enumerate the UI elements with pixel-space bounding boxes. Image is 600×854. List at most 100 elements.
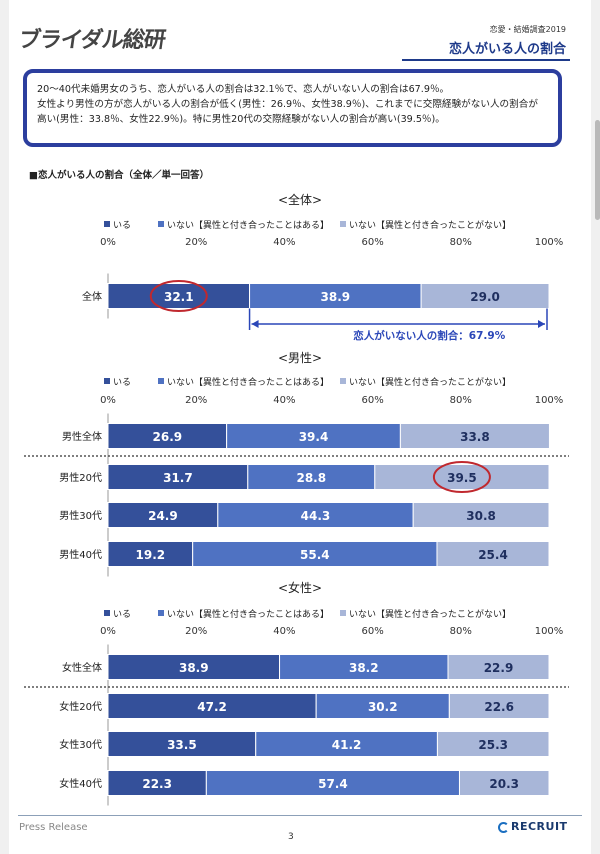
bar-segment [107, 770, 207, 796]
legend-swatch [104, 610, 110, 616]
category-label: 全体 [82, 290, 102, 303]
legend-swatch [104, 378, 110, 384]
tick-label: 80% [450, 395, 472, 406]
data-label: 41.2 [332, 738, 362, 752]
data-label: 33.5 [167, 738, 197, 752]
footer-rule [18, 815, 582, 816]
recruit-logo-text: RECRUIT [511, 820, 568, 833]
bar-segment [247, 464, 376, 490]
bar-segment [107, 423, 228, 449]
tick-label: 60% [361, 395, 383, 406]
legend-label: いない【異性と付き合ったことはある】 [167, 608, 329, 620]
category-label: 男性全体 [62, 430, 102, 443]
bar-segment [279, 654, 449, 680]
bar-segment [315, 693, 450, 719]
scrollbar[interactable] [595, 120, 600, 220]
tick-label: 20% [185, 237, 207, 248]
chart-title: <女性> [278, 580, 322, 595]
title-underline [402, 59, 570, 61]
tick-label: 20% [185, 395, 207, 406]
legend-label: いる [113, 609, 131, 620]
data-label: 26.9 [153, 430, 183, 444]
data-label: 38.2 [349, 661, 379, 675]
bar-segment [107, 541, 194, 567]
tick-label: 60% [361, 237, 383, 248]
data-label: 28.8 [296, 471, 326, 485]
chart-title: <男性> [278, 351, 322, 365]
legend-swatch [104, 221, 110, 227]
summary-line: 高い(男性：33.8％、女性22.9％)。特に男性20代の交際経験がない人の割合… [37, 114, 445, 125]
chart-title: <全体> [278, 192, 322, 207]
highlight-circle [149, 280, 208, 312]
category-label: 女性全体 [62, 661, 102, 674]
survey-name: 恋愛・結婚調査2019 [489, 25, 566, 34]
bar-segment [217, 502, 414, 528]
bar-segment [436, 541, 550, 567]
bar-segment [448, 693, 550, 719]
data-label: 30.2 [368, 700, 398, 714]
category-label: 女性30代 [59, 738, 102, 751]
bar-segment [249, 283, 422, 309]
category-label: 男性30代 [59, 509, 102, 522]
legend-label: いない【異性と付き合ったことはある】 [167, 219, 329, 231]
annotation-arrowhead [538, 320, 545, 328]
bar-segment [447, 654, 550, 680]
data-label: 33.8 [460, 430, 490, 444]
tick-label: 40% [273, 626, 295, 637]
summary-line: 20～40代未婚男女のうち、恋人がいる人の割合は32.1％で、恋人がいない人の割… [37, 84, 450, 95]
bar-segment [107, 731, 257, 757]
tick-label: 60% [361, 626, 383, 637]
data-label: 22.9 [484, 661, 514, 675]
press-release-label: Press Release [19, 822, 88, 833]
annotation-arrowhead [251, 320, 259, 328]
bar-segment [458, 770, 550, 796]
category-label: 男性20代 [59, 471, 102, 484]
data-label: 55.4 [300, 548, 330, 562]
data-label: 31.7 [163, 471, 193, 485]
data-label: 25.4 [478, 548, 508, 562]
bar-segment [226, 423, 401, 449]
bar-segment [412, 502, 550, 528]
data-label: 19.2 [136, 548, 166, 562]
data-label: 29.0 [470, 290, 500, 304]
bar-segment [107, 693, 317, 719]
legend-label: いない【異性と付き合ったことはある】 [167, 376, 329, 388]
legend-label: いない【異性と付き合ったことがない】 [349, 608, 511, 620]
tick-label: 80% [450, 237, 472, 248]
recruit-logo-icon [498, 822, 509, 833]
bar-segment [255, 731, 438, 757]
highlight-circle [432, 461, 491, 493]
data-label: 24.9 [148, 509, 178, 523]
category-label: 女性40代 [59, 777, 102, 790]
tick-label: 0% [100, 395, 116, 406]
category-label: 男性40代 [59, 548, 102, 561]
tick-label: 40% [273, 237, 295, 248]
tick-label: 0% [100, 237, 116, 248]
legend-swatch [158, 610, 164, 616]
page-number: 3 [288, 832, 294, 842]
data-label: 39.5 [447, 471, 477, 485]
data-label: 44.3 [301, 509, 331, 523]
legend-label: いる [113, 377, 131, 388]
data-label: 38.9 [321, 290, 351, 304]
data-label: 47.2 [197, 700, 227, 714]
summary-box: 20～40代未婚男女のうち、恋人がいる人の割合は32.1％で、恋人がいない人の割… [23, 69, 562, 147]
tick-label: 100% [535, 626, 564, 637]
summary-line: 女性より男性の方が恋人がいる人の割合が低く(男性：26.9％、女性38.9％)、… [37, 99, 538, 110]
data-label: 32.1 [164, 290, 194, 304]
legend-swatch [340, 610, 346, 616]
tick-label: 40% [273, 395, 295, 406]
tick-label: 80% [450, 626, 472, 637]
data-label: 25.3 [478, 738, 508, 752]
data-label: 20.3 [489, 777, 519, 791]
bar-segment [107, 464, 249, 490]
legend-swatch [158, 221, 164, 227]
data-label: 39.4 [299, 430, 329, 444]
bar-segment [399, 423, 550, 449]
legend-label: いない【異性と付き合ったことがない】 [349, 376, 511, 388]
data-label: 22.6 [484, 700, 514, 714]
bar-segment [436, 731, 550, 757]
bar-segment [192, 541, 438, 567]
tick-label: 0% [100, 626, 116, 637]
